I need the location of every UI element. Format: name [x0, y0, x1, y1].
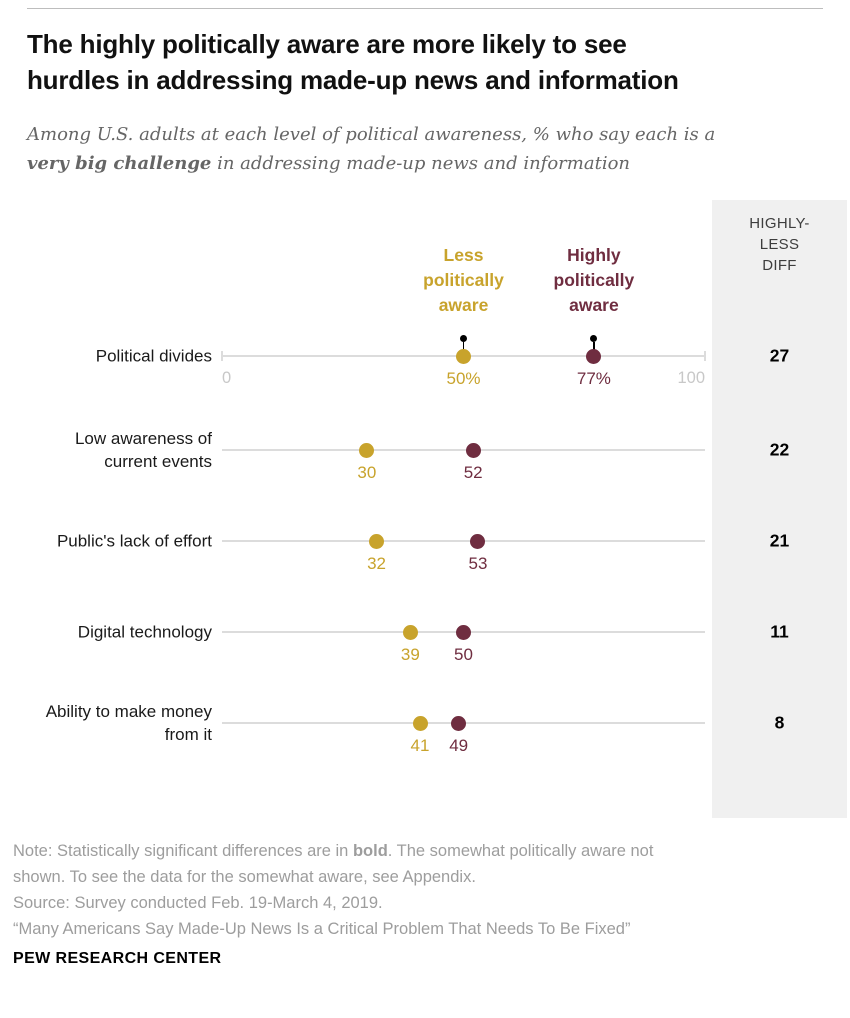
value-label-highly: 53: [468, 554, 488, 573]
pew-research-center-logo: PEW RESEARCH CENTER: [13, 950, 222, 967]
axis-tick: [704, 351, 706, 361]
note-line1-pre: Note: Statistically significant differen…: [13, 842, 353, 860]
top-divider: [27, 8, 823, 9]
value-label-less: 50%: [446, 369, 481, 388]
note-bold-word: bold: [352, 842, 388, 860]
chart-subtitle: Among U.S. adults at each level of polit…: [27, 120, 807, 178]
dot-less-politically-aware: [359, 442, 375, 458]
axis-min-label: 0: [222, 369, 232, 387]
diff-value: 22: [769, 439, 790, 460]
category-label: Digital technology: [77, 622, 212, 642]
category-label: Public's lack of effort: [56, 531, 212, 551]
axis-line: [222, 449, 705, 451]
diff-value: 21: [769, 530, 790, 551]
note-line1-post: . The somewhat politically aware not: [387, 842, 654, 860]
value-label-highly: 52: [463, 463, 483, 482]
legend-label-less: Less politically aware: [423, 245, 504, 315]
subtitle-line1: Among U.S. adults at each level of polit…: [27, 124, 716, 145]
source-text: Source: Survey conducted Feb. 19-March 4…: [13, 894, 383, 912]
legend-pointer-line: [462, 342, 465, 350]
value-label-highly: 50: [454, 645, 473, 664]
axis-line: [222, 540, 705, 542]
legend-pointer-dot: [460, 335, 467, 342]
category-label: Ability to make money from it: [45, 702, 212, 744]
value-label-less: 30: [357, 463, 377, 482]
dot-less-politically-aware: [456, 348, 471, 364]
dot-highly-politically-aware: [451, 715, 467, 731]
category-label: Political divides: [95, 346, 212, 366]
dot-highly-politically-aware: [456, 624, 471, 640]
subtitle-line2-rest: in addressing made-up news and informati…: [211, 153, 630, 174]
value-label-less: 41: [410, 736, 430, 755]
value-label-highly: 77%: [576, 369, 611, 388]
note-line2: shown. To see the data for the somewhat …: [13, 868, 476, 886]
report-title-quote: “Many Americans Say Made-Up News Is a Cr…: [13, 920, 631, 938]
diff-value: 27: [769, 345, 790, 366]
diff-panel: HIGHLY- LESS DIFF: [712, 200, 847, 818]
category-label: Low awareness of current events: [74, 429, 212, 471]
diff-value: 11: [770, 621, 789, 642]
diff-value: 8: [774, 712, 785, 733]
legend-label-highly: Highly politically aware: [553, 245, 635, 315]
diff-panel-header: HIGHLY- LESS DIFF: [749, 215, 810, 274]
dot-less-politically-aware: [369, 533, 385, 549]
legend-pointer-line: [593, 342, 595, 350]
subtitle-bold-phrase: very big challenge: [27, 153, 212, 174]
axis-max-label: 100: [677, 369, 705, 387]
dot-highly-politically-aware: [470, 533, 486, 549]
value-label-less: 32: [367, 554, 386, 573]
axis-tick: [221, 351, 223, 361]
value-label-highly: 49: [449, 736, 469, 755]
value-label-less: 39: [400, 645, 420, 664]
dot-highly-politically-aware: [465, 442, 481, 458]
dot-less-politically-aware: [402, 624, 418, 640]
legend-pointer-dot: [590, 335, 598, 342]
dot-less-politically-aware: [412, 715, 428, 731]
chart-title: The highly politically aware are more li…: [27, 29, 679, 95]
dot-highly-politically-aware: [586, 348, 602, 364]
note-text: Note: Statistically significant differen…: [13, 838, 813, 890]
notes-block: Note: Statistically significant differen…: [13, 838, 813, 942]
